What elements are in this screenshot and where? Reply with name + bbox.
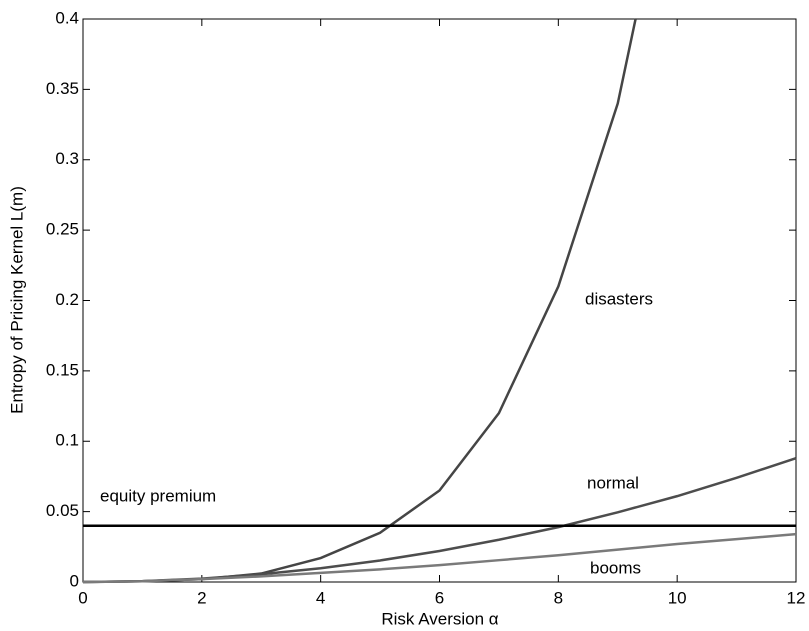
- y-tick-label: 0.4: [55, 8, 79, 27]
- y-tick-label: 0.35: [46, 79, 79, 98]
- x-tick-label: 6: [435, 588, 444, 607]
- y-tick-label: 0.15: [46, 360, 79, 379]
- x-axis-label: Risk Aversion α: [381, 609, 498, 628]
- series-label: disasters: [585, 289, 653, 308]
- y-axis-label: Entropy of Pricing Kernel L(m): [7, 186, 26, 414]
- y-tick-label: 0.3: [55, 149, 79, 168]
- x-tick-label: 12: [787, 588, 806, 607]
- series-line: [82, 456, 797, 584]
- series-label: booms: [590, 558, 641, 577]
- series-label: normal: [587, 473, 639, 492]
- x-tick-label: 2: [197, 588, 206, 607]
- y-tick-label: 0.25: [46, 220, 79, 239]
- y-tick-label: 0.05: [46, 501, 79, 520]
- x-tick-label: 8: [554, 588, 563, 607]
- series-label: equity premium: [100, 486, 216, 505]
- series-line: [82, 532, 797, 584]
- x-tick-label: 0: [78, 588, 87, 607]
- y-tick-label: 0.1: [55, 431, 79, 450]
- x-tick-label: 4: [316, 588, 325, 607]
- y-tick-label: 0.2: [55, 290, 79, 309]
- y-tick-label: 0: [70, 571, 79, 590]
- x-tick-label: 10: [668, 588, 687, 607]
